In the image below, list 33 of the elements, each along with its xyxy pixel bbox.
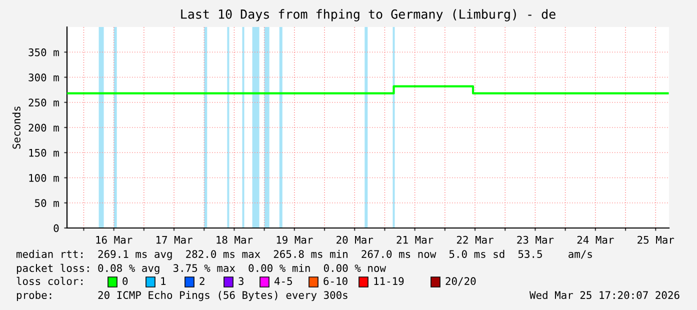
y-tick-label: 150 m: [29, 148, 59, 157]
x-tick-label: 24 Mar: [577, 236, 614, 244]
text: 11-19: [374, 277, 404, 286]
x-tick-label: 20 Mar: [336, 236, 374, 244]
x-tick-label: 16 Mar: [96, 236, 132, 244]
y-tick-label: 300 m: [28, 74, 59, 82]
y-tick-label: 200 m: [28, 124, 59, 132]
text: 3: [238, 277, 244, 286]
text: 2: [200, 277, 204, 285]
text: packet loss: 0.08 % avg 3.75 % max 0.00 % min 0.00 % now: [16, 264, 386, 274]
text: 6-10: [324, 277, 348, 286]
text: 4-5: [274, 277, 292, 286]
x-tick-label: 21 Mar: [396, 236, 434, 244]
x-tick-label: 18 Mar: [216, 236, 253, 244]
text: median rtt: 269.1 ms avg 282.0 ms max 265.8 ms min 267.0 ms now 5.0 ms sd 53.5 am/s: [16, 250, 592, 260]
text: probe: 20 ICMP Echo Pings (56 Bytes) every 300s: [16, 290, 348, 302]
text: 0: [122, 277, 128, 286]
text: 20/20: [446, 277, 476, 286]
x-tick-label: 23 Mar: [517, 236, 554, 244]
text: 1: [161, 277, 166, 285]
y-tick-label: 350 m: [28, 48, 59, 56]
x-tick-label: 22 Mar: [456, 236, 494, 244]
y-axis-title: Seconds: [12, 106, 20, 149]
x-tick-label: 17 Mar: [156, 236, 192, 244]
y-tick-label: 250 m: [28, 98, 59, 107]
x-tick-label: 19 Mar: [276, 236, 313, 244]
y-tick-label: 100 m: [29, 174, 59, 182]
chart-title: Last 10 Days from fhping to Germany (Limburg) - de: [181, 9, 556, 22]
y-tick-label: 50 m: [35, 199, 59, 208]
x-tick-label: 25 Mar: [638, 236, 674, 244]
y-tick-label: 0: [54, 224, 59, 232]
text: Wed Mar 25 17:20:07 2026: [529, 290, 680, 300]
text: loss color:: [16, 276, 82, 286]
